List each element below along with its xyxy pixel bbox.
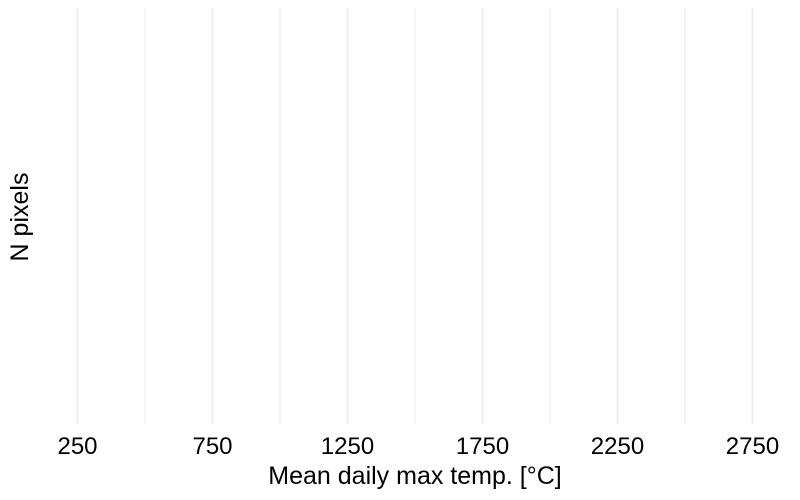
x-axis-ticks: 250 750 1250 1750 2250 2750 bbox=[57, 433, 779, 460]
x-tick-label-1250: 1250 bbox=[321, 433, 374, 460]
x-tick-label-750: 750 bbox=[192, 433, 232, 460]
gridlines bbox=[76, 8, 754, 424]
x-tick-label-2250: 2250 bbox=[591, 433, 644, 460]
y-axis-title: N pixels bbox=[6, 173, 34, 262]
x-axis-title: Mean daily max temp. [°C] bbox=[268, 462, 561, 490]
x-tick-label-250: 250 bbox=[57, 433, 97, 460]
x-tick-label-2750: 2750 bbox=[726, 433, 779, 460]
x-tick-label-1750: 1750 bbox=[456, 433, 509, 460]
